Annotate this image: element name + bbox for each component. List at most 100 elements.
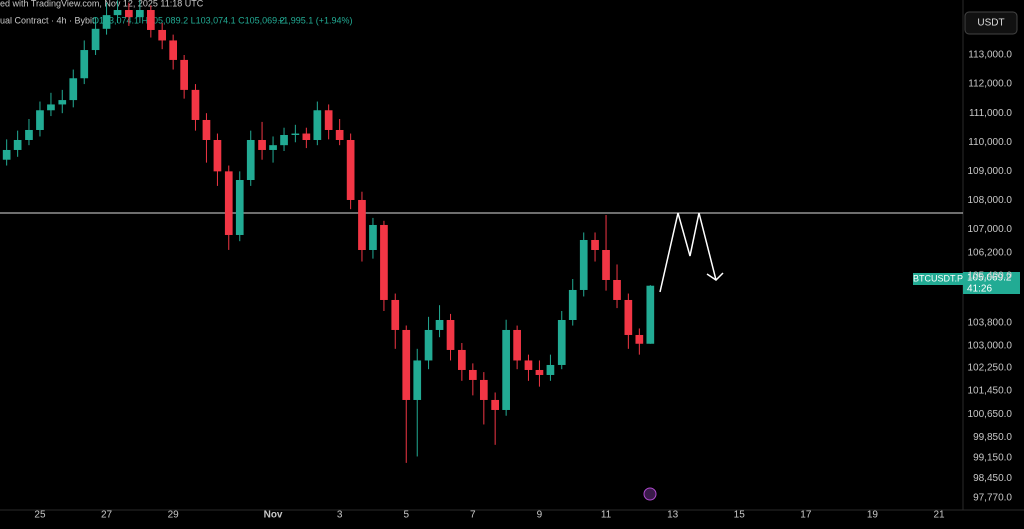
- candle-body: [125, 10, 133, 18]
- y-tick-label: 98,450.0: [973, 473, 1012, 484]
- candle-body: [591, 239, 599, 250]
- event-icon[interactable]: [643, 487, 657, 501]
- x-tick-label: Nov: [264, 510, 283, 521]
- candle-body: [513, 329, 521, 361]
- currency-button[interactable]: [964, 11, 1018, 35]
- candle-body: [324, 110, 333, 130]
- candle-body: [47, 104, 55, 111]
- x-tick-label: 19: [867, 510, 879, 521]
- x-tick-label: 7: [470, 510, 476, 521]
- candle-body: [624, 299, 633, 335]
- y-tick-label: 107,000.0: [968, 224, 1013, 235]
- candle-body: [568, 289, 577, 320]
- watermark: ed with TradingView.com, Nov 12, 2025 11…: [0, 0, 204, 8]
- candle-body: [402, 329, 411, 400]
- y-tick-label: 112,000.0: [968, 79, 1012, 90]
- candle-body: [191, 89, 200, 120]
- y-tick-label: 103,000.0: [968, 341, 1013, 352]
- candle-body: [335, 129, 344, 140]
- candle-body: [535, 369, 544, 375]
- x-tick-label: 29: [168, 510, 180, 521]
- candle-body: [36, 110, 44, 130]
- candle-body: [602, 249, 610, 280]
- symbol-tag-label: BTCUSDT.P: [913, 273, 963, 283]
- candle-body: [146, 10, 155, 30]
- x-tick-label: 3: [337, 510, 343, 521]
- candle-body: [458, 349, 466, 370]
- x-tick-label: 11: [601, 510, 612, 521]
- candle-body: [468, 369, 477, 380]
- candle-body: [391, 299, 400, 330]
- candle-body: [280, 134, 288, 146]
- candle-body: [380, 224, 388, 300]
- candle-body: [446, 319, 455, 350]
- candle-body: [91, 28, 100, 51]
- candle-body: [313, 110, 322, 140]
- candle-body: [113, 10, 122, 16]
- candle-body: [358, 199, 366, 250]
- x-tick-label: 27: [101, 510, 113, 521]
- y-tick-label: 97,770.0: [973, 493, 1012, 504]
- y-tick-label: 100,650.0: [968, 409, 1013, 420]
- candle-body: [25, 129, 33, 140]
- y-tick-label: 108,000.0: [968, 195, 1013, 206]
- candle-body: [235, 179, 244, 235]
- candle-body: [646, 285, 655, 344]
- candle-body: [291, 133, 300, 135]
- y-tick-label: 110,000.0: [968, 137, 1012, 148]
- candle-body: [58, 100, 67, 105]
- candle-body: [213, 139, 222, 172]
- candle-body: [579, 239, 588, 290]
- candle-body: [269, 145, 277, 150]
- candle-body: [435, 319, 444, 330]
- price-tag-price: 105,069.2: [967, 273, 1012, 284]
- candle-body: [369, 224, 377, 250]
- candle-body: [424, 329, 433, 361]
- ohlc: O103,074.1 H105,089.2 L103,074.1 C105,06…: [92, 15, 285, 25]
- candle-body: [491, 399, 499, 410]
- x-tick-label: 25: [34, 510, 46, 521]
- candle-body: [2, 149, 11, 160]
- candle-body: [136, 10, 144, 18]
- drawing-path: [659, 212, 717, 293]
- candle-body: [302, 133, 311, 140]
- candle-body: [158, 29, 167, 41]
- y-tick-label: 105,400.0: [968, 271, 1013, 282]
- candle-body: [13, 139, 22, 150]
- price-tag: [963, 272, 1020, 294]
- candle-body: [258, 139, 266, 150]
- candle-body: [502, 329, 510, 410]
- x-tick-label: 17: [800, 510, 812, 521]
- drawing-arrowhead: [706, 272, 724, 281]
- candle-body: [546, 364, 555, 375]
- y-tick-label: 113,000.0: [968, 50, 1012, 61]
- currency-label: USDT: [977, 18, 1004, 29]
- y-tick-label: 103,800.0: [968, 317, 1013, 328]
- candle-body: [102, 15, 111, 29]
- candle-body: [202, 119, 211, 140]
- candle-body: [635, 334, 644, 344]
- y-tick-label: 109,000.0: [968, 166, 1013, 177]
- y-tick-label: 106,200.0: [968, 247, 1013, 258]
- y-tick-label: 101,450.0: [968, 386, 1013, 397]
- change: +1,995.1 (+1.94%): [278, 15, 353, 25]
- candle-body: [169, 40, 177, 60]
- x-tick-label: 21: [933, 510, 945, 521]
- price-tag-countdown: 41:26: [967, 284, 992, 295]
- x-tick-label: 5: [403, 510, 409, 521]
- y-tick-label: 111,000.0: [969, 108, 1012, 119]
- candle-body: [224, 171, 233, 235]
- y-tick-label: 102,250.0: [968, 362, 1013, 373]
- candle-body: [524, 360, 533, 370]
- candle-body: [180, 59, 188, 90]
- symbol-info: ual Contract · 4h · Bybit: [0, 15, 95, 25]
- candle-body: [69, 78, 78, 101]
- candle-body: [557, 319, 566, 365]
- y-tick-label: 99,850.0: [973, 432, 1012, 443]
- candle-body: [346, 139, 355, 200]
- candle-body: [80, 50, 89, 79]
- x-tick-label: 13: [667, 510, 679, 521]
- candle-body: [246, 139, 255, 180]
